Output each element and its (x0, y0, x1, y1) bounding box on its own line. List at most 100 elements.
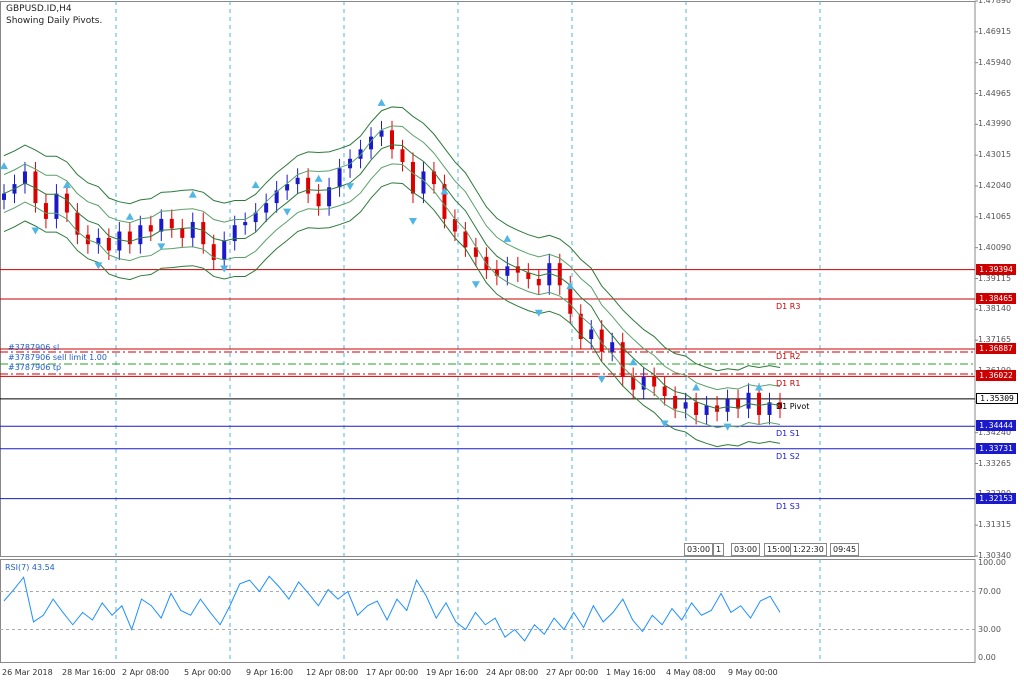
level-label-r1: D1 R1 (776, 379, 801, 389)
candle-body (127, 231, 132, 245)
rsi-line (3, 575, 781, 642)
price-tick: 1.38140 (978, 304, 1012, 314)
candle-body (285, 184, 290, 191)
candle-body (159, 218, 164, 232)
candle-body (578, 313, 583, 340)
candle-body (400, 149, 405, 162)
price-box-r2: 1.36887 (976, 342, 1016, 354)
level-label-s1: D1 S1 (776, 429, 800, 439)
candle-body (610, 342, 615, 352)
candle-body (390, 130, 394, 150)
fractal-arrow (31, 227, 40, 235)
fractal-arrow (440, 187, 449, 195)
date-tick: 1 May 16:00 (606, 668, 656, 677)
price-tick: 1.33265 (978, 458, 1012, 468)
bollinger-band (3, 163, 781, 429)
candle-body (75, 212, 80, 235)
date-tick: 9 May 00:00 (728, 668, 778, 677)
fractal-arrow (534, 309, 543, 317)
bollinger-band (3, 106, 781, 372)
fractal-arrow (0, 162, 8, 170)
candle-body (138, 225, 143, 245)
candle-body (190, 222, 195, 238)
candle-body (757, 392, 762, 415)
chart-title-block: GBPUSD.ID,H4 Showing Daily Pivots. (6, 3, 102, 27)
rsi-tick: 70.00 (978, 586, 1001, 596)
candle-body (515, 266, 520, 273)
price-box-s1: 1.34444 (976, 420, 1016, 432)
date-tick: 26 Mar 2018 (2, 668, 53, 677)
time-box[interactable]: 03:00 (684, 543, 714, 556)
candle-body (64, 193, 69, 213)
date-tick: 12 Apr 08:00 (306, 668, 359, 677)
candle-body (652, 377, 657, 387)
candle-body (673, 395, 678, 409)
candle-body (736, 399, 741, 409)
fractal-arrow (283, 208, 292, 216)
fractal-arrow (314, 174, 323, 182)
fractal-arrow (125, 212, 134, 220)
order-sl-label[interactable]: #3787906 sl (8, 343, 60, 352)
fractal-arrow (723, 423, 732, 431)
candle-body (316, 193, 321, 207)
fractal-arrow (755, 383, 764, 391)
candle-body (117, 231, 122, 251)
candle-body (599, 329, 604, 352)
level-label-s2: D1 S2 (776, 451, 800, 461)
candle-body (568, 285, 573, 314)
level-label-r3: D1 R3 (776, 302, 801, 312)
price-tick: 1.30340 (978, 551, 1012, 560)
candle-body (494, 269, 499, 276)
bollinger-band (3, 182, 781, 448)
time-box[interactable]: 1 (713, 543, 725, 556)
order-tp-label[interactable]: #3787906 tp (8, 363, 62, 372)
candle-body (442, 184, 447, 219)
candle-body (683, 402, 688, 409)
date-tick: 24 Apr 08:00 (486, 668, 539, 677)
candle-body (169, 218, 174, 229)
fractal-arrow (408, 218, 417, 226)
price-tick: 1.46915 (978, 26, 1012, 36)
candle-body (33, 171, 38, 204)
order-sell-limit-label[interactable]: #3787906 sell limit 1.00 (8, 353, 107, 362)
fractal-arrow (503, 234, 512, 242)
price-tick: 1.44965 (978, 88, 1012, 98)
candle-body (253, 212, 258, 223)
time-box[interactable]: 03:00 (731, 543, 761, 556)
candle-body (306, 177, 311, 194)
rsi-tick: 0.00 (978, 653, 996, 662)
candle-body (264, 203, 269, 213)
fractal-arrow (188, 190, 197, 198)
candle-body (54, 193, 59, 219)
date-tick: 19 Apr 16:00 (426, 668, 479, 677)
price-tick: 1.34240 (978, 427, 1012, 437)
candle-body (222, 241, 227, 260)
fractal-arrow (62, 181, 71, 189)
fractal-arrow (660, 420, 669, 428)
time-box[interactable]: 15:00 (764, 543, 794, 556)
candle-body (620, 342, 625, 378)
price-tick: 1.43990 (978, 119, 1012, 129)
date-tick: 2 Apr 08:00 (122, 668, 170, 677)
symbol-label: GBPUSD.ID,H4 (6, 4, 72, 14)
fractal-arrow (692, 383, 701, 391)
time-box[interactable]: 1:22:30 (790, 543, 827, 556)
candle-body (557, 263, 562, 286)
time-box[interactable]: 09:45 (830, 543, 860, 556)
rsi-label: RSI(7) 43.54 (5, 563, 55, 572)
price-tick: 1.45940 (978, 57, 1012, 67)
candle-body (631, 377, 636, 390)
candle-body (431, 171, 436, 185)
price-box-s2: 1.33731 (976, 442, 1016, 454)
candle-body (473, 247, 478, 257)
candle-body (2, 193, 6, 200)
candle-body (641, 377, 646, 390)
candle-body (180, 228, 185, 238)
level-label-s3: D1 S3 (776, 501, 800, 511)
candle-body (421, 171, 426, 194)
rsi-pane-frame (0, 559, 976, 663)
price-tick: 1.43015 (978, 150, 1012, 160)
fractal-arrow (251, 181, 260, 189)
pivot-indicator-label: Showing Daily Pivots. (6, 16, 103, 26)
